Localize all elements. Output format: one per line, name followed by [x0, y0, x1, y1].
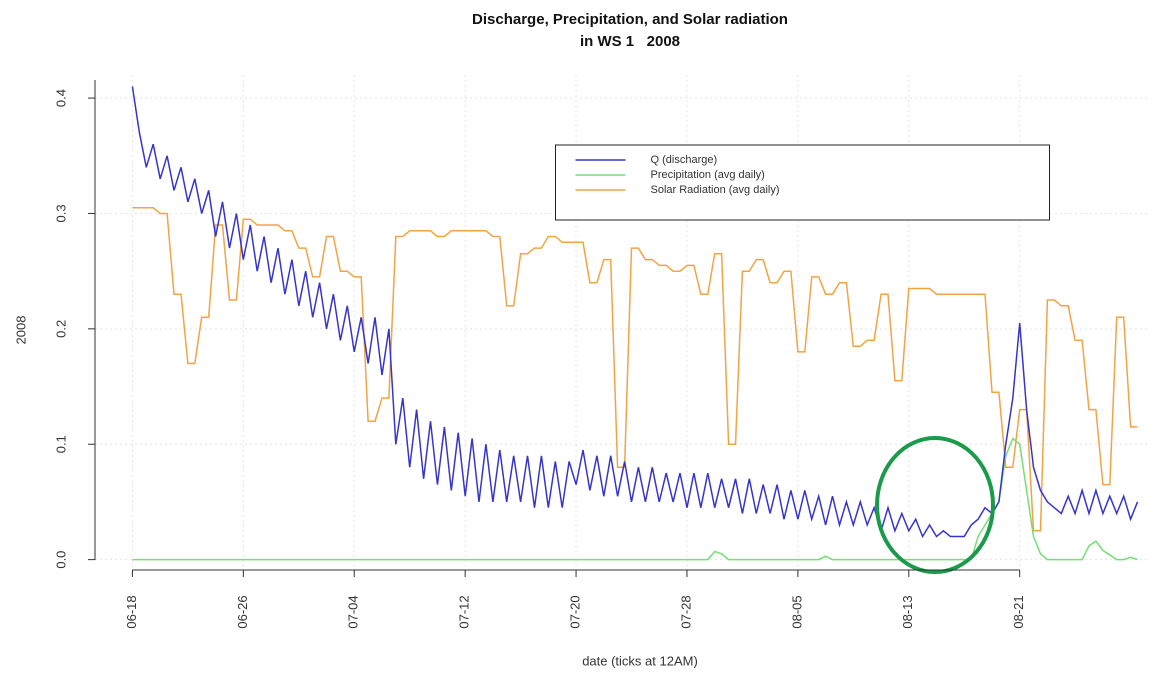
x-tick-label: 07-04 [346, 595, 361, 628]
series-line [132, 206, 1138, 532]
y-tick-label: 0.1 [53, 435, 68, 453]
y-tick-label: 0.0 [53, 551, 68, 569]
y-axis-label: 2008 [13, 316, 28, 345]
y-tick-label: 0.2 [53, 320, 68, 338]
x-tick-label: 08-21 [1011, 595, 1026, 628]
chart-title: Discharge, Precipitation, and Solar radi… [472, 11, 788, 28]
x-tick-label: 07-28 [678, 595, 693, 628]
series-line [132, 437, 1138, 561]
legend: Q (discharge) Precipitation (avg daily) So… [555, 144, 1050, 221]
x-tick-label: 08-05 [789, 595, 804, 628]
x-tick-label: 06-18 [124, 595, 139, 628]
y-tick-label: 0.3 [53, 204, 68, 222]
chart-subtitle: in WS 1 2008 [580, 33, 680, 50]
legend-label: Q (discharge) [651, 154, 718, 166]
y-tick-label: 0.4 [53, 89, 68, 107]
legend-label: Solar Radiation (avg daily) [651, 184, 780, 196]
series-line [131, 86, 1139, 539]
x-tick-label: 07-12 [457, 595, 472, 628]
highlight-circle [875, 436, 995, 574]
x-tick-label: 07-20 [567, 595, 582, 628]
x-axis-label: date (ticks at 12AM) [582, 653, 698, 668]
legend-label: Precipitation (avg daily) [651, 169, 765, 181]
legend-box [555, 144, 1050, 221]
x-tick-label: 08-13 [900, 595, 915, 628]
x-tick-label: 06-26 [235, 595, 250, 628]
